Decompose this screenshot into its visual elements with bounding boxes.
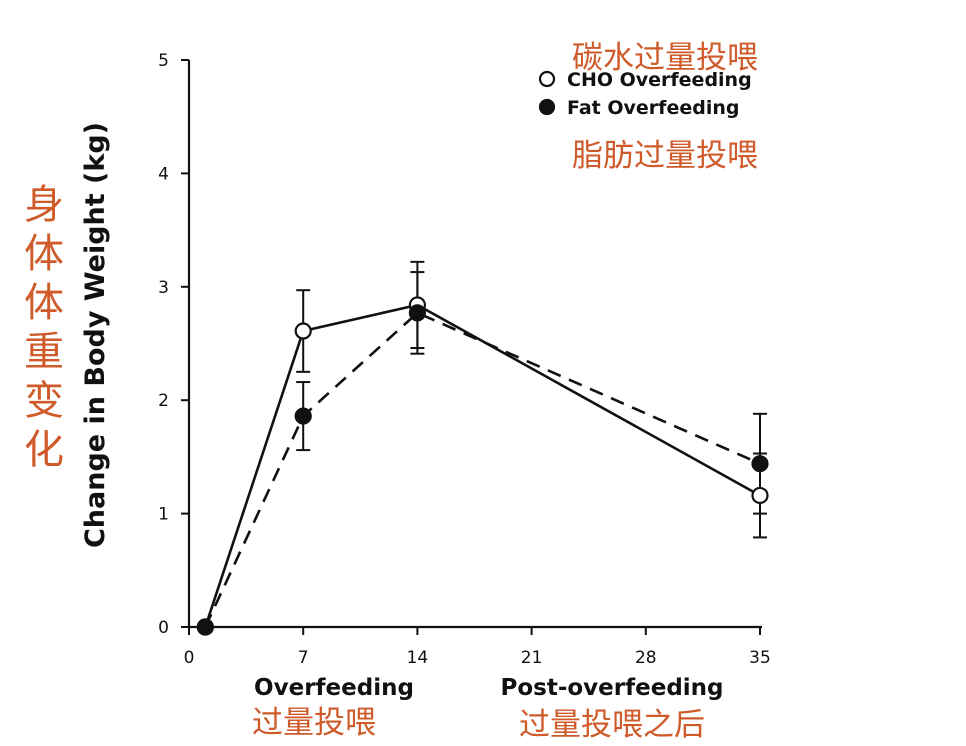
y-axis-annotation-char: 体 xyxy=(24,280,64,326)
data-point-fat xyxy=(408,304,426,322)
legend-label: CHO Overfeeding xyxy=(567,69,752,91)
data-point-cho xyxy=(751,486,769,505)
data-point-cho xyxy=(294,322,312,340)
phase-annotation: 过量投喂之后 xyxy=(519,707,705,743)
y-tick-label: 3 xyxy=(158,278,169,298)
legend-marker xyxy=(538,70,556,88)
data-point-fat xyxy=(294,407,312,425)
axes xyxy=(181,59,762,635)
legend-marker xyxy=(538,98,556,116)
data-point-fat xyxy=(751,455,769,473)
phase-label: Overfeeding xyxy=(254,675,414,701)
y-tick-label: 4 xyxy=(158,164,169,184)
y-axis-annotation-char: 变 xyxy=(24,378,64,424)
y-tick-label: 5 xyxy=(158,51,169,71)
x-tick-label: 0 xyxy=(184,648,195,668)
y-tick-label: 2 xyxy=(158,391,169,411)
y-axis-annotation-char: 身 xyxy=(24,182,64,228)
data-point-fat xyxy=(196,618,214,636)
phase-annotation: 过量投喂 xyxy=(252,705,376,741)
legend-annotation: 脂肪过量投喂 xyxy=(572,138,758,174)
legend-label: Fat Overfeeding xyxy=(567,97,739,119)
y-tick-label: 0 xyxy=(158,618,169,638)
series-line-cho xyxy=(204,303,761,628)
x-tick-label: 28 xyxy=(635,648,657,668)
y-axis-title: Change in Body Weight (kg) xyxy=(80,122,111,548)
y-axis-annotation-char: 化 xyxy=(24,427,64,473)
x-tick-label: 7 xyxy=(298,648,309,668)
series-lines xyxy=(204,303,761,628)
y-axis-annotation-char: 体 xyxy=(24,231,64,277)
x-tick-label: 14 xyxy=(407,648,429,668)
data-points xyxy=(196,296,769,636)
x-tick-label: 35 xyxy=(749,648,771,668)
chart-labels: 0 1 2 3 4 5 0 7 14 21 28 35 Change in Body Weight (k… xyxy=(24,40,771,743)
y-axis-annotation-char: 重 xyxy=(24,329,64,375)
error-bars xyxy=(296,260,767,539)
phase-label: Post-overfeeding xyxy=(500,675,723,701)
legend-annotation: 碳水过量投喂 xyxy=(572,40,758,76)
y-tick-label: 1 xyxy=(158,505,169,525)
x-tick-label: 21 xyxy=(521,648,543,668)
series-line-fat xyxy=(204,311,761,628)
